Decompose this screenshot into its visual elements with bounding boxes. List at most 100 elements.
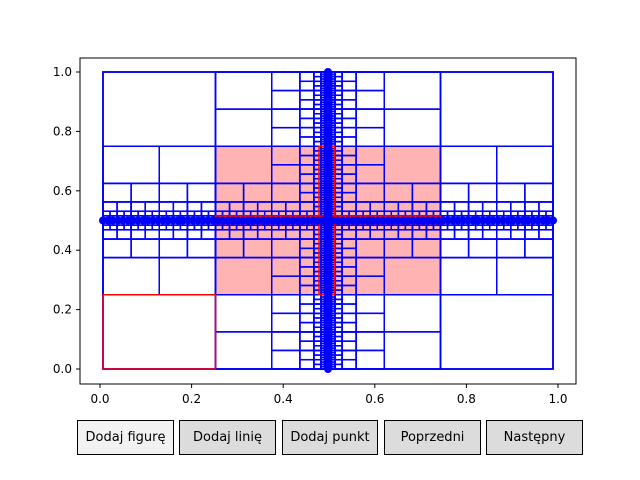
quadtree-cell bbox=[102, 71, 217, 147]
y-tick-label: 1.0 bbox=[53, 65, 72, 79]
quadtree-cell bbox=[481, 201, 498, 212]
quadtree-cell bbox=[271, 312, 301, 333]
quadtree-cell bbox=[158, 145, 217, 185]
quadtree-cell bbox=[130, 182, 160, 203]
y-tick-label: 0.6 bbox=[53, 184, 72, 198]
quadtree-cell bbox=[271, 71, 301, 92]
quadtree-cell bbox=[453, 201, 470, 212]
quadtree-cell bbox=[341, 136, 357, 147]
quadtree-cell bbox=[341, 80, 357, 92]
y-tick-label: 0.8 bbox=[53, 124, 72, 138]
quadtree-cell bbox=[439, 238, 470, 259]
quadtree-cell bbox=[271, 126, 301, 147]
quadtree-cell bbox=[116, 201, 132, 212]
quadtree-cell bbox=[186, 238, 217, 259]
quadtree-cell bbox=[102, 238, 132, 259]
add-point-button[interactable]: Dodaj punkt bbox=[282, 420, 378, 455]
quadtree-plot: 0.0 0.2 0.4 0.6 0.8 1.0 0.0 0.2 0.4 0.6 0.8 1.0 bbox=[53, 57, 577, 406]
quadtree-cell bbox=[299, 136, 315, 147]
quadtree-cell bbox=[383, 71, 442, 110]
quadtree-cell bbox=[158, 201, 175, 212]
quadtree-cell bbox=[102, 229, 118, 240]
x-tick-label: 1.0 bbox=[548, 392, 567, 406]
y-tick-label: 0.0 bbox=[53, 362, 72, 376]
quadtree-cell bbox=[186, 229, 203, 240]
next-button[interactable]: Następny bbox=[486, 420, 583, 455]
data-point bbox=[549, 216, 557, 225]
quadtree-cell bbox=[313, 71, 322, 78]
quadtree-cell bbox=[524, 182, 554, 203]
quadtree-cell bbox=[144, 229, 160, 240]
quadtree-cell bbox=[355, 349, 385, 370]
quadtree-cell bbox=[355, 108, 385, 129]
quadtree-cell bbox=[341, 117, 357, 129]
quadtree-cell bbox=[341, 294, 357, 305]
x-tick-label: 0.2 bbox=[182, 392, 201, 406]
quadtree-cell bbox=[341, 349, 357, 361]
quadtree-cell bbox=[383, 331, 442, 370]
quadtree-cell bbox=[102, 294, 217, 370]
quadtree-cell bbox=[355, 331, 385, 352]
x-tick-label: 0.0 bbox=[90, 392, 109, 406]
quadtree-cell bbox=[158, 229, 175, 240]
quadtree-cell bbox=[341, 331, 357, 342]
quadtree-cell bbox=[158, 256, 217, 296]
add-line-button[interactable]: Dodaj linię bbox=[179, 420, 276, 455]
y-tick-label: 0.4 bbox=[53, 243, 72, 257]
quadtree-cell bbox=[214, 294, 273, 333]
quadtree-cell bbox=[439, 229, 456, 240]
quadtree-cell bbox=[496, 256, 554, 296]
axis-ticks-layer: 0.0 0.2 0.4 0.6 0.8 1.0 0.0 0.2 0.4 0.6 0.8 1.0 bbox=[53, 65, 568, 406]
quadtree-cell bbox=[496, 182, 526, 203]
highlighted-cell bbox=[102, 294, 217, 370]
quadtree-cell bbox=[158, 238, 189, 259]
quadtree-cell bbox=[439, 201, 456, 212]
data-point bbox=[324, 68, 332, 76]
quadtree-cell bbox=[130, 238, 160, 259]
quadtree-cell bbox=[299, 340, 315, 352]
quadtree-cell bbox=[383, 294, 442, 333]
quadtree-cell bbox=[341, 321, 357, 333]
quadtree-cell bbox=[355, 294, 385, 315]
quadtree-cell bbox=[271, 89, 301, 110]
previous-button[interactable]: Poprzedni bbox=[384, 420, 481, 455]
quadtree-cell bbox=[453, 229, 470, 240]
quadtree-cell bbox=[214, 108, 273, 147]
quadtree-cell bbox=[299, 358, 315, 370]
add-shape-button[interactable]: Dodaj figurę bbox=[77, 420, 174, 455]
quadtree-cell bbox=[341, 303, 357, 315]
quadtree-cell bbox=[186, 182, 217, 203]
quadtree-cell bbox=[299, 349, 315, 361]
quadtree-cell bbox=[524, 229, 540, 240]
x-tick-label: 0.8 bbox=[457, 392, 476, 406]
quadtree-cell bbox=[299, 108, 315, 120]
quadtree-cell bbox=[496, 238, 526, 259]
quadtree-cell bbox=[200, 229, 217, 240]
quadtree-cell bbox=[271, 331, 301, 352]
quadtree-cell bbox=[271, 108, 301, 129]
quadtree-cell bbox=[538, 229, 554, 240]
quadtree-cell bbox=[467, 201, 484, 212]
quadtree-cell bbox=[341, 71, 357, 83]
x-tick-label: 0.6 bbox=[365, 392, 384, 406]
quadtree-cell bbox=[200, 201, 217, 212]
quadtree-cell bbox=[299, 117, 315, 129]
quadtree-cell bbox=[186, 201, 203, 212]
quadtree-cell bbox=[355, 89, 385, 110]
quadtree-cell bbox=[172, 201, 189, 212]
quadtree-cell bbox=[467, 229, 484, 240]
quadtree-cell bbox=[299, 331, 315, 342]
quadtree-cell bbox=[355, 71, 385, 92]
quadtree-cell bbox=[510, 229, 526, 240]
quadtree-cell bbox=[467, 182, 498, 203]
quadtree-cell bbox=[481, 229, 498, 240]
quadtree-cell bbox=[334, 71, 343, 78]
quadtree-cell bbox=[102, 201, 118, 212]
quadtree-cell bbox=[102, 182, 132, 203]
quadtree-cell bbox=[158, 182, 189, 203]
quadtree-cell bbox=[524, 238, 554, 259]
quadtree-cell bbox=[271, 294, 301, 315]
quadtree-cell bbox=[172, 229, 189, 240]
quadtree-cell bbox=[496, 201, 512, 212]
axes-frame bbox=[79, 57, 577, 385]
